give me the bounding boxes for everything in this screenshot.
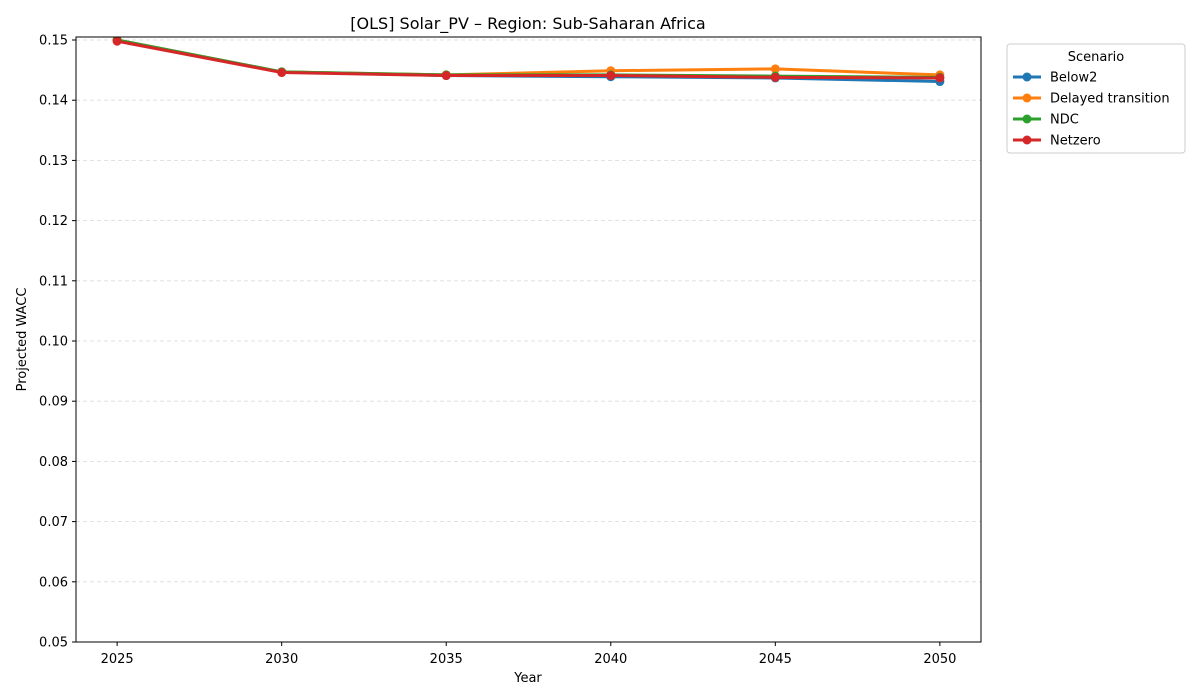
legend-item-ndc: NDC xyxy=(1013,113,1079,128)
legend-label: NDC xyxy=(1050,113,1079,128)
y-tick-label: 0.09 xyxy=(39,395,68,410)
legend-label: Delayed transition xyxy=(1050,92,1170,107)
y-tick-label: 0.15 xyxy=(39,34,68,49)
axes: 0.05 0.06 0.07 0.08 0.09 0.10 0.11 0.12 0.13 0.14… xyxy=(39,34,956,667)
x-tick-label: 2035 xyxy=(430,652,463,667)
legend-title: Scenario xyxy=(1068,50,1125,65)
x-tick-label: 2025 xyxy=(101,652,134,667)
y-tick-label: 0.07 xyxy=(39,515,68,530)
series-netzero xyxy=(112,37,945,83)
y-tick-label: 0.12 xyxy=(39,214,68,229)
y-tick-label: 0.08 xyxy=(39,455,68,470)
data-point-netzero xyxy=(770,72,780,82)
x-tick-label: 2030 xyxy=(265,652,298,667)
legend-swatch-marker xyxy=(1022,114,1032,124)
data-point-netzero xyxy=(277,68,287,78)
y-tick-label: 0.13 xyxy=(39,154,68,169)
legend-box xyxy=(1006,43,1186,154)
data-point-netzero xyxy=(935,73,945,83)
y-tick-label: 0.05 xyxy=(39,636,68,651)
legend-items: Below2 Delayed transition NDC Netzero xyxy=(1013,71,1170,149)
y-tick-label: 0.10 xyxy=(39,335,68,350)
legend-item-netzero: Netzero xyxy=(1013,134,1101,149)
y-tick-label: 0.11 xyxy=(39,274,68,289)
legend: Scenario Below2 Delayed transition NDC Netz… xyxy=(1006,43,1186,154)
legend-label: Netzero xyxy=(1050,134,1101,149)
y-tick-label: 0.06 xyxy=(39,575,68,590)
legend-label: Below2 xyxy=(1050,71,1097,86)
y-axis-label: Projected WACC xyxy=(15,288,30,392)
legend-item-below2: Below2 xyxy=(1013,71,1097,86)
data-point-delayed-transition xyxy=(770,64,780,74)
legend-swatch-marker xyxy=(1022,93,1032,103)
x-axis-label: Year xyxy=(513,671,542,686)
series-layer xyxy=(112,37,945,87)
series-line-netzero xyxy=(115,39,942,80)
x-tick-label: 2040 xyxy=(594,652,627,667)
data-point-netzero xyxy=(112,37,122,46)
plot-frame xyxy=(75,36,982,643)
x-tick-label: 2045 xyxy=(759,652,792,667)
x-tick-label: 2050 xyxy=(923,652,956,667)
legend-swatch-marker xyxy=(1022,135,1032,145)
data-point-netzero xyxy=(606,71,616,81)
legend-item-delayed-transition: Delayed transition xyxy=(1013,92,1170,107)
data-point-netzero xyxy=(441,71,451,81)
y-tick-label: 0.14 xyxy=(39,94,68,109)
legend-swatch-marker xyxy=(1022,72,1032,82)
chart-title: [OLS] Solar_PV – Region: Sub-Saharan Afr… xyxy=(350,14,705,34)
